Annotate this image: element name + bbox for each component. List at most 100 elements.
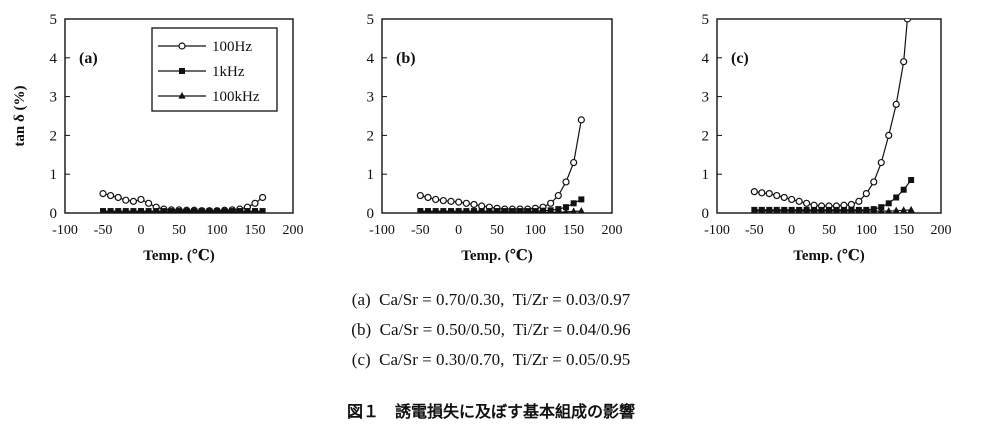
data-point [773,207,780,213]
legend-marker [178,92,186,99]
panel-label: (a) [79,50,98,67]
data-point [773,191,781,200]
chart-panel-c: 0 1 2 3 4 5 -100 -50 0 50 100 150 200 Temp. (℃) (c) [702,12,952,264]
data-point [494,208,500,213]
data-point [562,178,570,186]
data-point [563,207,569,213]
data-point [439,196,447,205]
data-point [114,193,122,202]
legend-marker [178,42,186,50]
data-point [145,208,152,213]
x-tick-label: -100 [52,223,78,238]
data-point [259,208,266,213]
data-point [892,100,900,108]
y-tick-label: 3 [367,90,375,106]
data-point [221,208,228,213]
data-point [578,207,585,213]
x-tick-label: 200 [283,223,304,238]
x-tick-label: 100 [525,223,546,238]
data-point [803,207,810,213]
data-point [570,158,578,167]
y-tick-label: 0 [702,206,710,222]
legend-label: 100Hz [212,39,252,55]
data-point [810,207,818,213]
data-point [750,188,758,196]
data-point [191,208,197,213]
data-point [432,195,440,204]
y-tick-label: 4 [702,51,710,67]
x-tick-label: 100 [207,223,228,238]
y-tick-label: 5 [50,12,58,28]
data-point [892,206,900,213]
data-point [244,208,251,213]
data-point [532,208,538,213]
x-axis-label: Temp. (℃) [793,248,865,264]
data-point [870,178,878,186]
series-100kHz [417,207,585,213]
x-tick-label: -100 [704,223,730,238]
x-tick-label: 0 [138,223,145,238]
data-point [818,207,825,213]
data-point [199,208,205,213]
data-point [548,208,554,213]
data-point [877,158,885,167]
y-tick-label: 0 [367,206,375,222]
x-tick-label: 150 [563,223,584,238]
legend-label: 1kHz [212,64,245,80]
data-point [885,200,892,207]
x-tick-label: -50 [94,223,113,238]
data-point [479,208,485,213]
data-point [563,204,569,211]
x-tick-label: -50 [745,223,764,238]
data-point [900,58,908,66]
data-point [863,207,870,213]
data-point [502,208,508,213]
x-axis-label: Temp. (℃) [461,248,533,264]
data-point [855,207,863,213]
series-line [420,198,582,212]
chart-panel-a: 0 1 2 3 4 5 -100 -50 0 50 100 150 200 Temp. (℃) tan δ … [12,12,304,264]
data-point [862,190,870,198]
series-100kHz [751,205,915,213]
data-point [115,208,121,213]
data-point [788,195,796,204]
y-tick-label: 1 [367,167,375,183]
data-point [900,186,907,193]
x-tick-label: 150 [245,223,266,238]
panel-label: (c) [731,50,749,67]
data-point [577,116,585,124]
data-point [855,197,863,205]
data-point [903,19,911,23]
data-point [751,207,758,213]
x-tick-label: 100 [856,223,877,238]
data-point [766,207,773,213]
data-point [106,191,115,200]
y-tick-label: 4 [50,51,58,67]
y-tick-label: 0 [50,206,58,222]
data-point [206,208,213,213]
caption-c: (c) Ca/Sr = 0.30/0.70, Ti/Zr = 0.05/0.95 [351,350,631,369]
data-point [251,199,259,207]
data-point [885,207,892,213]
plot-frame [381,18,613,214]
data-point [137,195,145,204]
data-point [900,206,908,213]
data-point [570,200,577,207]
data-point [540,208,546,213]
data-point [885,131,893,139]
x-tick-label: 0 [455,223,462,238]
data-point [570,207,577,213]
x-tick-label: 50 [172,223,186,238]
data-point [795,207,803,213]
data-point [214,208,220,213]
data-point [100,208,106,213]
data-point [470,200,478,209]
chart-panel-b: 0 1 2 3 4 5 -100 -50 0 50 100 150 200 Temp. (℃) (b) [367,12,623,264]
legend: 100Hz 1kHz 100kHz [151,27,278,112]
figure-title: 図１ 誘電損失に及ぼす基本組成の影響 [346,402,635,421]
data-point [122,196,130,204]
data-point [878,207,885,213]
panel-label: (b) [396,50,416,67]
data-point [765,190,773,198]
